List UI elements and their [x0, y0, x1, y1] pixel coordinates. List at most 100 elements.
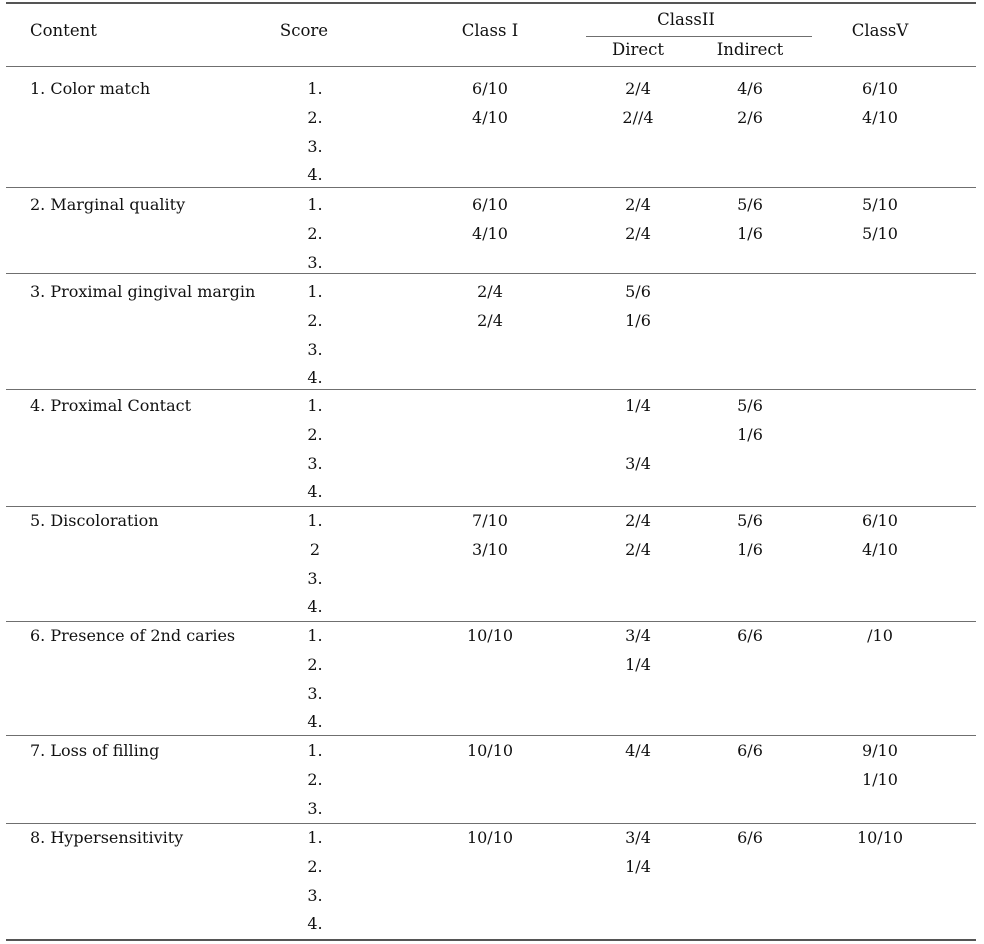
- score-cell: 3.: [307, 339, 323, 359]
- score-cell: 1.: [307, 741, 323, 760]
- value-cell-ind: 6/6: [737, 741, 763, 760]
- value-cell-ind: 5/6: [737, 396, 763, 415]
- value-cell-ind: 5/6: [737, 195, 763, 214]
- score-cell: 4.: [307, 597, 323, 617]
- value-cell-dir: 3/4: [625, 626, 651, 645]
- score-cell: 1.: [307, 396, 323, 415]
- value-cell-c1: 6/10: [472, 195, 508, 214]
- content-label: 1. Color match: [30, 79, 151, 98]
- content-label: 4. Proximal Contact: [30, 396, 191, 415]
- value-cell-dir: 2//4: [622, 107, 654, 127]
- value-cell-c1: 3/10: [472, 539, 508, 559]
- value-cell-c5: 9/10: [862, 741, 898, 760]
- group-divider: [6, 273, 976, 274]
- group-divider: [6, 823, 976, 824]
- content-label: 2. Marginal quality: [30, 195, 186, 214]
- value-cell-c1: 2/4: [477, 310, 503, 330]
- value-cell-c1: 10/10: [466, 828, 514, 847]
- score-cell: 3.: [307, 568, 323, 588]
- header-class2: ClassII: [657, 10, 715, 29]
- score-cell: 2.: [307, 107, 323, 127]
- score-cell: 4.: [307, 914, 323, 934]
- score-cell: 3.: [307, 252, 323, 272]
- class2-subheader-rule: [586, 36, 812, 37]
- value-cell-c1: 10/10: [466, 626, 514, 645]
- score-cell: 3.: [307, 683, 323, 703]
- score-cell: 2.: [307, 223, 323, 243]
- value-cell-ind: 1/6: [737, 223, 763, 243]
- content-label: 3. Proximal gingival margin: [30, 282, 256, 301]
- header-bottom-rule: [6, 66, 976, 67]
- group-divider: [6, 621, 976, 622]
- value-cell-dir: 2/4: [625, 223, 651, 243]
- value-cell-dir: 2/4: [625, 511, 651, 530]
- value-cell-dir: 5/6: [625, 282, 651, 301]
- value-cell-ind: 6/6: [737, 626, 763, 645]
- value-cell-dir: 2/4: [625, 195, 651, 214]
- score-cell: 2.: [307, 654, 323, 674]
- value-cell-dir: 1/6: [625, 310, 651, 330]
- value-cell-c5: 4/10: [862, 107, 898, 127]
- score-cell: 4.: [307, 712, 323, 732]
- group-divider: [6, 389, 976, 390]
- group-divider: [6, 735, 976, 736]
- score-cell: 1.: [307, 282, 323, 301]
- value-cell-dir: 1/4: [625, 856, 651, 876]
- value-cell-dir: 1/4: [625, 396, 651, 415]
- content-label: 5. Discoloration: [30, 511, 159, 530]
- value-cell-c1: 4/10: [472, 223, 508, 243]
- score-cell: 1.: [307, 195, 323, 214]
- value-cell-c5: 5/10: [862, 223, 898, 243]
- header-class5: ClassV: [851, 21, 909, 40]
- value-cell-dir: 3/4: [625, 828, 651, 847]
- score-cell: 2.: [307, 769, 323, 789]
- value-cell-c5: 6/10: [862, 511, 898, 530]
- score-cell: 1.: [307, 828, 323, 847]
- group-divider: [6, 187, 976, 188]
- score-cell: 3.: [307, 885, 323, 905]
- score-cell: 2.: [307, 424, 323, 444]
- table-bottom-rule: [6, 939, 976, 941]
- header-score: Score: [279, 21, 329, 40]
- value-cell-c5: 6/10: [862, 79, 898, 98]
- content-label: 6. Presence of 2nd caries: [30, 626, 236, 645]
- score-cell: 2.: [307, 856, 323, 876]
- value-cell-ind: 2/6: [737, 107, 763, 127]
- table-top-rule: [6, 2, 976, 4]
- score-cell: 4.: [307, 368, 323, 388]
- header-indirect: Indirect: [716, 40, 784, 59]
- score-cell: 1.: [307, 79, 323, 98]
- score-cell: 3.: [307, 798, 323, 818]
- score-cell: 3.: [307, 453, 323, 473]
- score-cell: 4.: [307, 165, 323, 185]
- value-cell-c1: 2/4: [477, 282, 503, 301]
- value-cell-dir: 1/4: [625, 654, 651, 674]
- value-cell-ind: 6/6: [737, 828, 763, 847]
- value-cell-c1: 7/10: [472, 511, 508, 530]
- value-cell-ind: 5/6: [737, 511, 763, 530]
- score-cell: 1.: [307, 511, 323, 530]
- value-cell-c5: 4/10: [862, 539, 898, 559]
- value-cell-ind: 1/6: [737, 424, 763, 444]
- value-cell-dir: 3/4: [625, 453, 651, 473]
- score-cell: 3.: [307, 136, 323, 156]
- header-class1: Class I: [461, 21, 519, 40]
- content-label: 8. Hypersensitivity: [30, 828, 184, 847]
- header-direct: Direct: [611, 40, 665, 59]
- value-cell-dir: 4/4: [625, 741, 651, 760]
- score-cell: 2.: [307, 310, 323, 330]
- value-cell-c1: 4/10: [472, 107, 508, 127]
- value-cell-c5: 10/10: [856, 828, 904, 847]
- score-cell: 1.: [307, 626, 323, 645]
- value-cell-c1: 10/10: [466, 741, 514, 760]
- value-cell-ind: 1/6: [737, 539, 763, 559]
- value-cell-dir: 2/4: [625, 79, 651, 98]
- value-cell-dir: 2/4: [625, 539, 651, 559]
- content-label: 7. Loss of filling: [30, 741, 160, 760]
- score-cell: 2: [309, 539, 321, 559]
- value-cell-c5: 5/10: [862, 195, 898, 214]
- group-divider: [6, 506, 976, 507]
- value-cell-ind: 4/6: [737, 79, 763, 98]
- header-content: Content: [30, 21, 97, 40]
- evaluation-table: Content Score Class I ClassII Direct Ind…: [6, 0, 976, 944]
